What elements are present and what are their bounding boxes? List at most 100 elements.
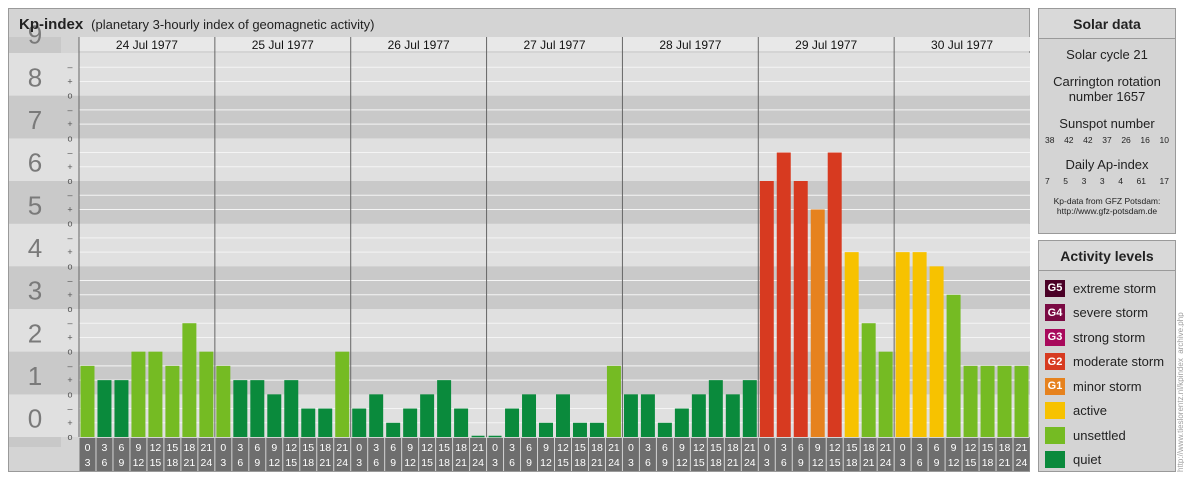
interval-start-label: 21 bbox=[201, 442, 213, 454]
interval-tile bbox=[215, 438, 232, 471]
kp-bar bbox=[827, 152, 842, 438]
interval-end-label: 21 bbox=[863, 457, 875, 469]
interval-start-label: 9 bbox=[815, 442, 821, 454]
y-tick-label: 2 bbox=[28, 318, 42, 348]
interval-end-label: 24 bbox=[201, 457, 213, 469]
y-minor-label: – bbox=[67, 190, 72, 200]
interval-end-label: 6 bbox=[237, 457, 243, 469]
ap-value: 61 bbox=[1136, 176, 1146, 186]
y-minor-label: + bbox=[67, 119, 72, 129]
interval-start-label: 15 bbox=[982, 442, 994, 454]
kp-bar bbox=[1014, 365, 1029, 437]
interval-end-label: 21 bbox=[591, 457, 603, 469]
interval-start-label: 3 bbox=[373, 442, 379, 454]
sunspot-heading: Sunspot number bbox=[1059, 116, 1155, 131]
interval-tile bbox=[283, 438, 300, 471]
kp-band bbox=[9, 266, 1030, 309]
interval-end-label: 3 bbox=[900, 457, 906, 469]
interval-end-label: 24 bbox=[608, 457, 620, 469]
kp-bar bbox=[963, 365, 978, 437]
interval-tile bbox=[945, 438, 962, 471]
interval-start-label: 21 bbox=[1016, 442, 1028, 454]
carrington-line-2: number 1657 bbox=[1068, 89, 1146, 104]
y-tick-label: 3 bbox=[28, 276, 42, 306]
interval-start-label: 6 bbox=[254, 442, 260, 454]
kp-bar bbox=[199, 351, 214, 437]
interval-end-label: 6 bbox=[781, 457, 787, 469]
kp-bar bbox=[505, 408, 520, 437]
sunspot-value: 16 bbox=[1140, 135, 1150, 145]
kp-bar bbox=[97, 380, 112, 437]
data-credit: Kp-data from GFZ Potsdam: http://www.gfz… bbox=[1039, 196, 1175, 216]
interval-end-label: 18 bbox=[438, 457, 450, 469]
chart-title-text: Kp-index bbox=[19, 16, 84, 33]
interval-start-label: 6 bbox=[526, 442, 532, 454]
interval-start-label: 18 bbox=[727, 442, 739, 454]
interval-end-label: 3 bbox=[764, 457, 770, 469]
kp-bar bbox=[148, 351, 163, 437]
interval-tile bbox=[368, 438, 385, 471]
kp-bar bbox=[912, 252, 927, 437]
interval-end-label: 18 bbox=[167, 457, 179, 469]
interval-tile bbox=[571, 438, 588, 471]
ap-value: 3 bbox=[1081, 176, 1087, 186]
interval-start-label: 6 bbox=[798, 442, 804, 454]
y-tick-label: 4 bbox=[28, 233, 42, 263]
ap-value: 17 bbox=[1159, 176, 1169, 186]
interval-tile bbox=[504, 438, 521, 471]
interval-start-label: 6 bbox=[390, 442, 396, 454]
kp-bar bbox=[895, 252, 910, 437]
interval-start-label: 6 bbox=[662, 442, 668, 454]
interval-tile bbox=[419, 438, 436, 471]
level-label: extreme storm bbox=[1073, 280, 1157, 296]
activity-levels-heading: Activity levels bbox=[1039, 241, 1175, 271]
interval-tile bbox=[656, 438, 673, 471]
interval-end-label: 6 bbox=[917, 457, 923, 469]
interval-end-label: 9 bbox=[390, 457, 396, 469]
kp-bar bbox=[420, 394, 435, 437]
interval-end-label: 21 bbox=[455, 457, 467, 469]
level-strong-storm: G3 strong storm bbox=[1039, 325, 1175, 350]
interval-tile bbox=[860, 438, 877, 471]
kp-bar bbox=[878, 351, 893, 437]
interval-start-label: 21 bbox=[744, 442, 756, 454]
y-minor-label: + bbox=[67, 76, 72, 86]
kp-bar bbox=[556, 394, 570, 437]
kp-bar bbox=[708, 380, 723, 437]
y-tick-label: 1 bbox=[28, 361, 42, 391]
interval-start-label: 12 bbox=[150, 442, 162, 454]
interval-start-label: 0 bbox=[764, 442, 770, 454]
interval-start-label: 18 bbox=[455, 442, 467, 454]
level-unsettled: unsettled bbox=[1039, 423, 1175, 448]
level-label: quiet bbox=[1073, 452, 1102, 468]
interval-end-label: 12 bbox=[133, 457, 145, 469]
interval-start-label: 3 bbox=[102, 442, 108, 454]
level-swatch: G3 bbox=[1045, 328, 1065, 346]
interval-start-label: 15 bbox=[574, 442, 586, 454]
carrington-line-1: Carrington rotation bbox=[1053, 74, 1161, 89]
interval-tile bbox=[130, 438, 147, 471]
ap-value: 4 bbox=[1118, 176, 1123, 186]
interval-start-label: 21 bbox=[336, 442, 348, 454]
interval-start-label: 9 bbox=[543, 442, 549, 454]
interval-tile bbox=[673, 438, 690, 471]
level-active: active bbox=[1039, 399, 1175, 424]
interval-end-label: 12 bbox=[268, 457, 280, 469]
kp-bar bbox=[725, 394, 740, 437]
day-label: 30 Jul 1977 bbox=[931, 38, 993, 52]
level-label: severe storm bbox=[1073, 305, 1149, 321]
interval-end-label: 12 bbox=[540, 457, 552, 469]
day-label: 27 Jul 1977 bbox=[523, 38, 585, 52]
interval-start-label: 21 bbox=[608, 442, 620, 454]
interval-start-label: 0 bbox=[900, 442, 906, 454]
interval-end-label: 3 bbox=[85, 457, 91, 469]
y-minor-label: o bbox=[67, 304, 72, 314]
kp-bar bbox=[861, 323, 876, 437]
y-minor-label: + bbox=[67, 418, 72, 428]
interval-start-label: 21 bbox=[880, 442, 892, 454]
kp-bar bbox=[437, 380, 452, 437]
kp-bar bbox=[301, 408, 316, 437]
interval-start-label: 0 bbox=[85, 442, 91, 454]
interval-start-label: 3 bbox=[645, 442, 651, 454]
interval-tile bbox=[79, 438, 96, 471]
